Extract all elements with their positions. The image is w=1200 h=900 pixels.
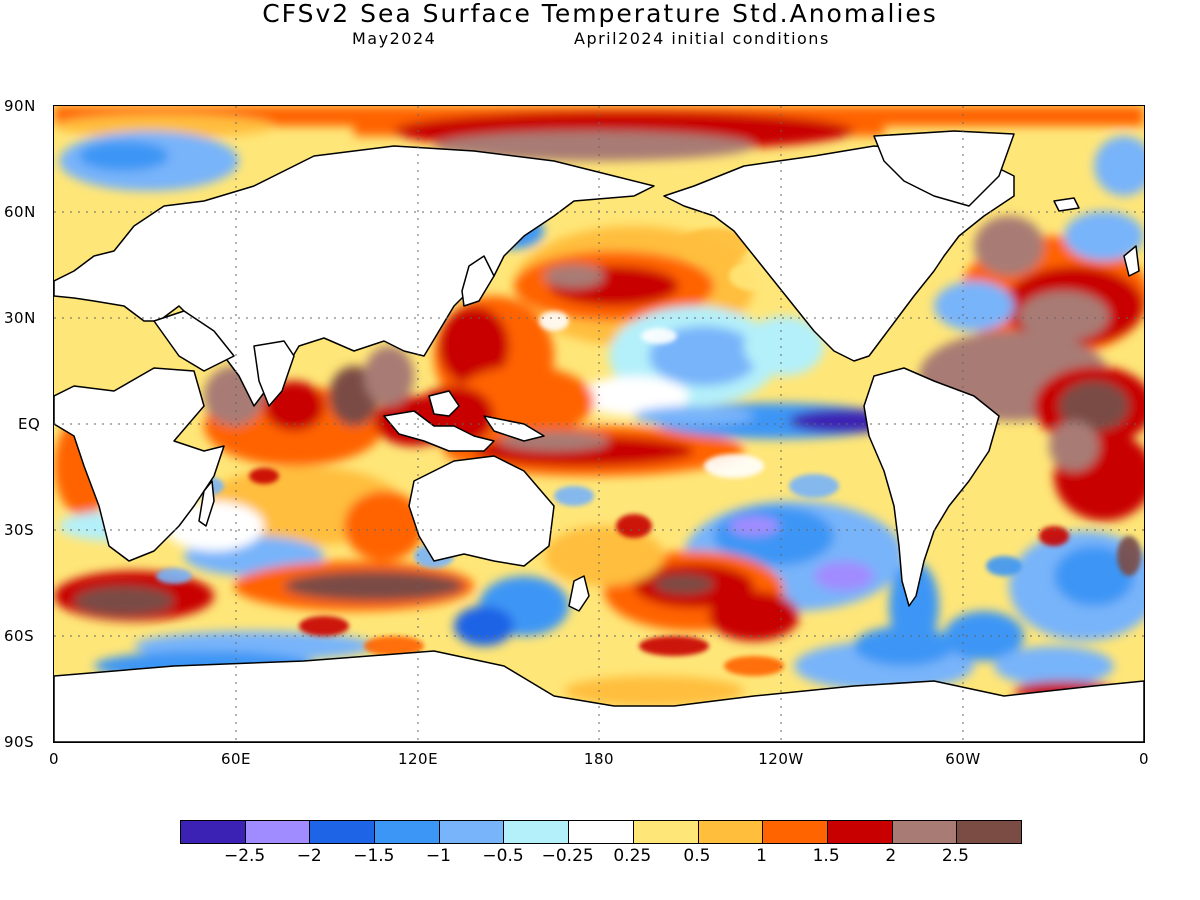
lon-label-0-right: 0 bbox=[1138, 750, 1150, 768]
colorbar-swatch bbox=[181, 821, 246, 843]
colorbar-swatch bbox=[375, 821, 440, 843]
antarctica bbox=[54, 650, 1144, 742]
lon-label-120e: 120E bbox=[397, 750, 439, 768]
gridlines bbox=[54, 106, 1144, 742]
colorbar-swatch bbox=[569, 821, 634, 843]
iceland bbox=[1053, 197, 1080, 212]
colorbar-tick-label: 2.5 bbox=[941, 846, 969, 866]
south-america bbox=[863, 367, 1000, 607]
colorbar-swatch bbox=[245, 821, 311, 843]
lat-label-60s: 60S bbox=[4, 627, 35, 645]
colorbar-tick-label: 0.5 bbox=[683, 846, 711, 866]
new-zealand bbox=[568, 575, 590, 612]
colorbar-tick-label: 1 bbox=[756, 846, 767, 866]
greenland bbox=[873, 130, 1015, 207]
lon-label-120w: 120W bbox=[758, 750, 804, 768]
colorbar-tick-label: −0.25 bbox=[541, 846, 594, 866]
colorbar-swatch bbox=[892, 821, 958, 843]
indonesia bbox=[383, 410, 495, 452]
new-guinea bbox=[483, 415, 545, 442]
lat-label-90n: 90N bbox=[4, 97, 36, 115]
lon-label-0-left: 0 bbox=[48, 750, 60, 768]
colorbar-swatch bbox=[310, 821, 376, 843]
colorbar-swatch bbox=[439, 821, 505, 843]
anomaly-map bbox=[54, 106, 1144, 742]
colorbar-swatch bbox=[633, 821, 699, 843]
colorbar-swatch bbox=[827, 821, 893, 843]
lon-label-180: 180 bbox=[583, 750, 615, 768]
colorbar bbox=[180, 820, 1022, 844]
lat-label-60n: 60N bbox=[4, 203, 36, 221]
colorbar-tick-label: −0.5 bbox=[482, 846, 524, 866]
british-isles bbox=[1123, 245, 1140, 277]
initial-conditions-label: April2024 initial conditions bbox=[574, 29, 830, 48]
colorbar-tick-label: −2.5 bbox=[223, 846, 266, 866]
land-masses bbox=[54, 130, 1144, 742]
lat-label-90s: 90S bbox=[4, 733, 35, 751]
lon-label-60w: 60W bbox=[945, 750, 981, 768]
colorbar-tick-label: −1 bbox=[425, 846, 451, 866]
arabia bbox=[153, 310, 235, 372]
india bbox=[253, 340, 295, 407]
forecast-month: May2024 bbox=[352, 29, 437, 48]
colorbar-swatch bbox=[504, 821, 570, 843]
colorbar-tick-label: 1.5 bbox=[812, 846, 840, 866]
madagascar bbox=[198, 480, 215, 527]
japan bbox=[461, 255, 495, 307]
colorbar-swatch bbox=[957, 821, 1021, 843]
colorbar-tick-label: 0.25 bbox=[613, 846, 652, 866]
lat-label-eq: EQ bbox=[18, 415, 41, 433]
colorbar-tick-label: −2 bbox=[296, 846, 322, 866]
lat-label-30n: 30N bbox=[4, 309, 36, 327]
eurasia bbox=[54, 145, 655, 407]
anomaly-map-svg bbox=[54, 106, 1144, 742]
colorbar-swatch bbox=[698, 821, 764, 843]
anomaly-field bbox=[54, 106, 1144, 706]
colorbar-swatch bbox=[763, 821, 828, 843]
map-title: CFSv2 Sea Surface Temperature Std.Anomal… bbox=[262, 0, 938, 28]
lat-label-30s: 30S bbox=[4, 521, 35, 539]
australia bbox=[408, 455, 555, 567]
borneo bbox=[428, 390, 460, 417]
colorbar-tick-label: −1.5 bbox=[353, 846, 395, 866]
colorbar-tick-label: 2 bbox=[885, 846, 897, 866]
lon-label-60e: 60E bbox=[220, 750, 252, 768]
